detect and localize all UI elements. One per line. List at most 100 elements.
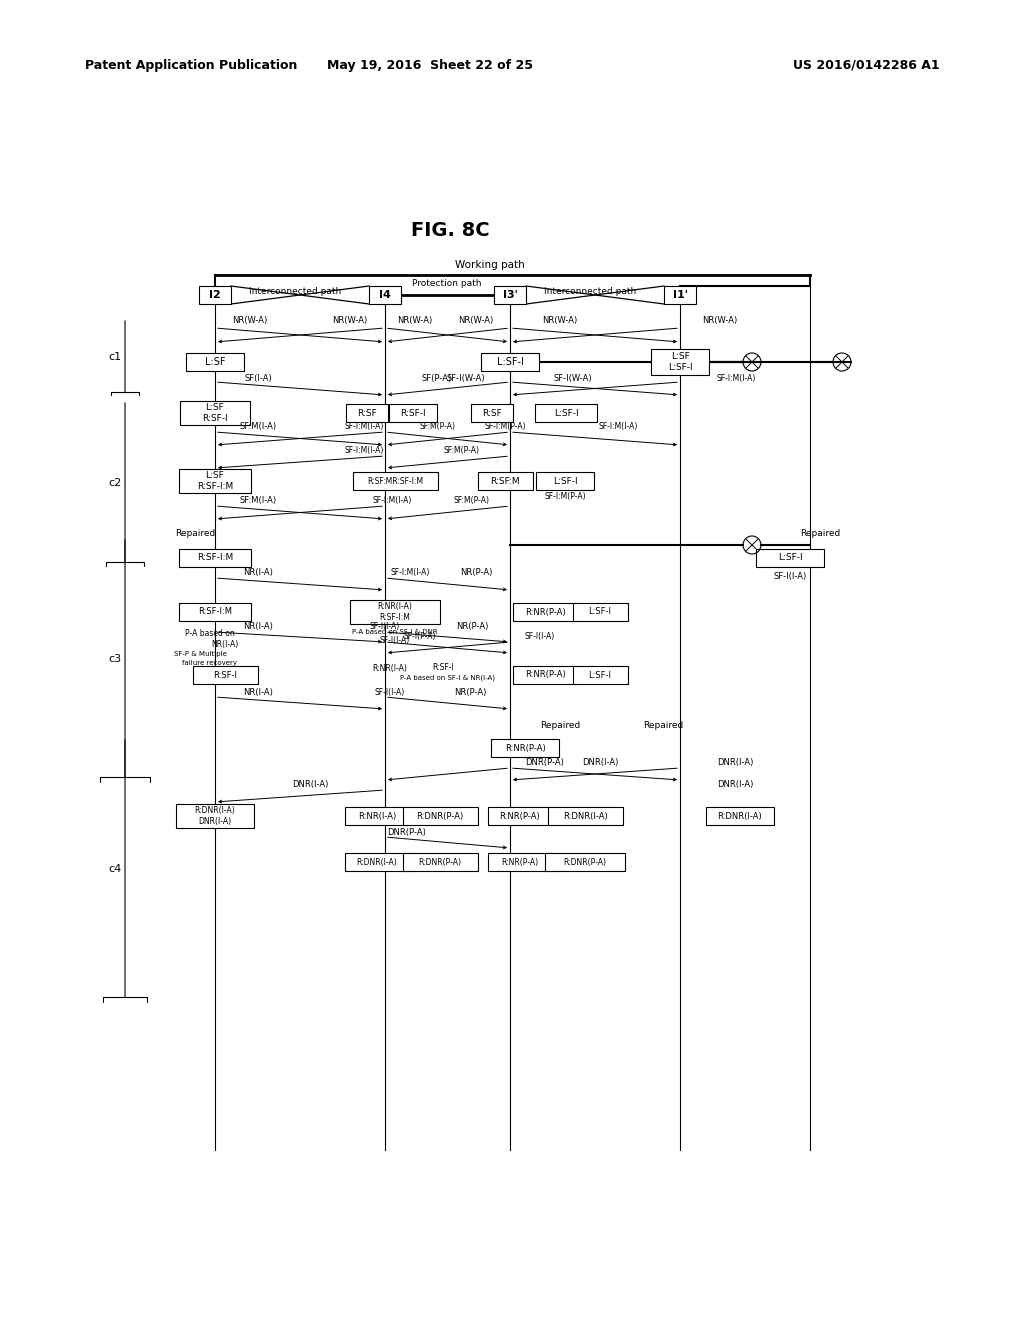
Bar bbox=[176, 804, 254, 828]
Text: R:DNR(P-A): R:DNR(P-A) bbox=[417, 812, 464, 821]
Text: c4: c4 bbox=[109, 863, 122, 874]
Text: R:SF:M: R:SF:M bbox=[490, 477, 520, 486]
Text: NR(W-A): NR(W-A) bbox=[333, 315, 368, 325]
Bar bbox=[344, 807, 410, 825]
Text: R:SF: R:SF bbox=[357, 408, 377, 417]
Bar bbox=[494, 286, 526, 304]
Text: NR(I-A): NR(I-A) bbox=[243, 623, 273, 631]
Text: NR(P-A): NR(P-A) bbox=[456, 623, 488, 631]
Text: L:SF-I: L:SF-I bbox=[553, 477, 578, 486]
Text: R:SF-I:M: R:SF-I:M bbox=[198, 607, 232, 616]
Text: R:DNR(I-A): R:DNR(I-A) bbox=[562, 812, 607, 821]
Text: R:SF-I: R:SF-I bbox=[400, 408, 426, 417]
Text: R:NR(I-A): R:NR(I-A) bbox=[357, 812, 396, 821]
Text: FIG. 8C: FIG. 8C bbox=[411, 220, 489, 239]
Text: SF:M(P-A): SF:M(P-A) bbox=[420, 422, 456, 432]
Bar bbox=[402, 853, 477, 871]
Text: I4: I4 bbox=[379, 290, 391, 300]
Text: L:SF-I: L:SF-I bbox=[554, 408, 579, 417]
Bar bbox=[487, 807, 553, 825]
Bar bbox=[545, 853, 625, 871]
Text: SF-I:M(I-A): SF-I:M(I-A) bbox=[344, 446, 384, 455]
Bar bbox=[651, 348, 709, 375]
Text: NR(I-A): NR(I-A) bbox=[243, 688, 273, 697]
Text: Interconnected path: Interconnected path bbox=[544, 286, 636, 296]
Bar bbox=[402, 807, 477, 825]
Text: R:DNR(P-A): R:DNR(P-A) bbox=[419, 858, 462, 866]
Bar bbox=[346, 404, 388, 422]
Text: c3: c3 bbox=[109, 653, 122, 664]
Text: c2: c2 bbox=[109, 478, 122, 487]
Text: P-A based on SF-I & DNR: P-A based on SF-I & DNR bbox=[352, 630, 438, 635]
Text: May 19, 2016  Sheet 22 of 25: May 19, 2016 Sheet 22 of 25 bbox=[327, 58, 534, 71]
Text: SF-I(W-A): SF-I(W-A) bbox=[446, 374, 485, 383]
Text: Working path: Working path bbox=[455, 260, 525, 271]
Text: NR(I-A): NR(I-A) bbox=[243, 569, 273, 578]
Text: R:DNR(I-A)
DNR(I-A): R:DNR(I-A) DNR(I-A) bbox=[195, 807, 236, 825]
Text: c1: c1 bbox=[109, 351, 122, 362]
Text: SF-I(I-A): SF-I(I-A) bbox=[380, 636, 411, 645]
Text: NR(I-A): NR(I-A) bbox=[211, 639, 239, 648]
Text: R:NR(P-A): R:NR(P-A) bbox=[502, 858, 539, 866]
Text: L:SF-I: L:SF-I bbox=[497, 356, 523, 367]
Bar bbox=[389, 404, 437, 422]
Text: NR(W-A): NR(W-A) bbox=[702, 315, 737, 325]
Text: Repaired: Repaired bbox=[643, 722, 683, 730]
Text: DNR(P-A): DNR(P-A) bbox=[525, 759, 564, 767]
Text: L:SF
L:SF-I: L:SF L:SF-I bbox=[668, 352, 692, 371]
Bar bbox=[193, 667, 257, 684]
Bar bbox=[350, 601, 440, 624]
Text: DNR(I-A): DNR(I-A) bbox=[582, 759, 618, 767]
Text: R:DNR(P-A): R:DNR(P-A) bbox=[563, 858, 606, 866]
Text: Repaired: Repaired bbox=[800, 528, 841, 537]
Text: Protection path: Protection path bbox=[413, 279, 481, 288]
Text: SF-I:M(I-A): SF-I:M(I-A) bbox=[373, 496, 412, 506]
Text: NR(W-A): NR(W-A) bbox=[397, 315, 432, 325]
Bar bbox=[706, 807, 774, 825]
Bar bbox=[186, 352, 244, 371]
Text: R:DNR(I-A): R:DNR(I-A) bbox=[718, 812, 763, 821]
Bar bbox=[179, 469, 251, 492]
Text: L:SF-I: L:SF-I bbox=[777, 553, 803, 562]
Text: US 2016/0142286 A1: US 2016/0142286 A1 bbox=[794, 58, 940, 71]
Text: SF-I(I-A): SF-I(I-A) bbox=[525, 632, 555, 642]
Bar bbox=[199, 286, 231, 304]
Text: Repaired: Repaired bbox=[540, 722, 581, 730]
Text: SF:M(P-A): SF:M(P-A) bbox=[444, 446, 480, 455]
Text: I1': I1' bbox=[673, 290, 687, 300]
Text: R:NR(P-A): R:NR(P-A) bbox=[524, 607, 565, 616]
Bar bbox=[471, 404, 513, 422]
Text: SF-I:M(P-A): SF-I:M(P-A) bbox=[484, 422, 525, 432]
Text: R:SF-I:M: R:SF-I:M bbox=[197, 553, 233, 562]
Bar bbox=[512, 667, 578, 684]
Text: L:SF
R:SF-I:M: L:SF R:SF-I:M bbox=[197, 471, 233, 491]
Text: L:SF
R:SF-I: L:SF R:SF-I bbox=[202, 404, 227, 422]
Text: R:NR(I-A)
R:SF-I:M: R:NR(I-A) R:SF-I:M bbox=[378, 602, 413, 622]
Text: R:SF-I: R:SF-I bbox=[432, 664, 454, 672]
Text: SF-I(P-A): SF-I(P-A) bbox=[403, 632, 436, 642]
Bar bbox=[369, 286, 401, 304]
Bar bbox=[344, 853, 410, 871]
Text: SF-I(I-A): SF-I(I-A) bbox=[375, 688, 406, 697]
Text: SF(I-A): SF(I-A) bbox=[244, 374, 272, 383]
Bar bbox=[179, 549, 251, 568]
Bar bbox=[548, 807, 623, 825]
Text: SF-I:M(I-A): SF-I:M(I-A) bbox=[344, 422, 384, 432]
Text: I3': I3' bbox=[503, 290, 517, 300]
Text: P-A based on SF-I & NR(I-A): P-A based on SF-I & NR(I-A) bbox=[399, 675, 495, 681]
Text: DNR(P-A): DNR(P-A) bbox=[387, 828, 426, 837]
Text: R:DNR(I-A): R:DNR(I-A) bbox=[356, 858, 397, 866]
Text: SF-I:M(I-A): SF-I:M(I-A) bbox=[717, 374, 756, 383]
Text: SF-I:M(I-A): SF-I:M(I-A) bbox=[598, 422, 638, 432]
Text: R:NR(I-A): R:NR(I-A) bbox=[373, 664, 408, 672]
Text: Repaired: Repaired bbox=[175, 528, 215, 537]
Bar bbox=[477, 473, 532, 490]
Text: SF:M(I-A): SF:M(I-A) bbox=[240, 422, 276, 432]
Text: I2: I2 bbox=[209, 290, 221, 300]
Bar bbox=[179, 603, 251, 620]
Text: NR(W-A): NR(W-A) bbox=[232, 315, 267, 325]
Text: Patent Application Publication: Patent Application Publication bbox=[85, 58, 297, 71]
Text: SF-I:M(P-A): SF-I:M(P-A) bbox=[544, 492, 586, 502]
Text: R:SF-I: R:SF-I bbox=[213, 671, 237, 680]
Text: SF:M(P-A): SF:M(P-A) bbox=[454, 496, 490, 506]
